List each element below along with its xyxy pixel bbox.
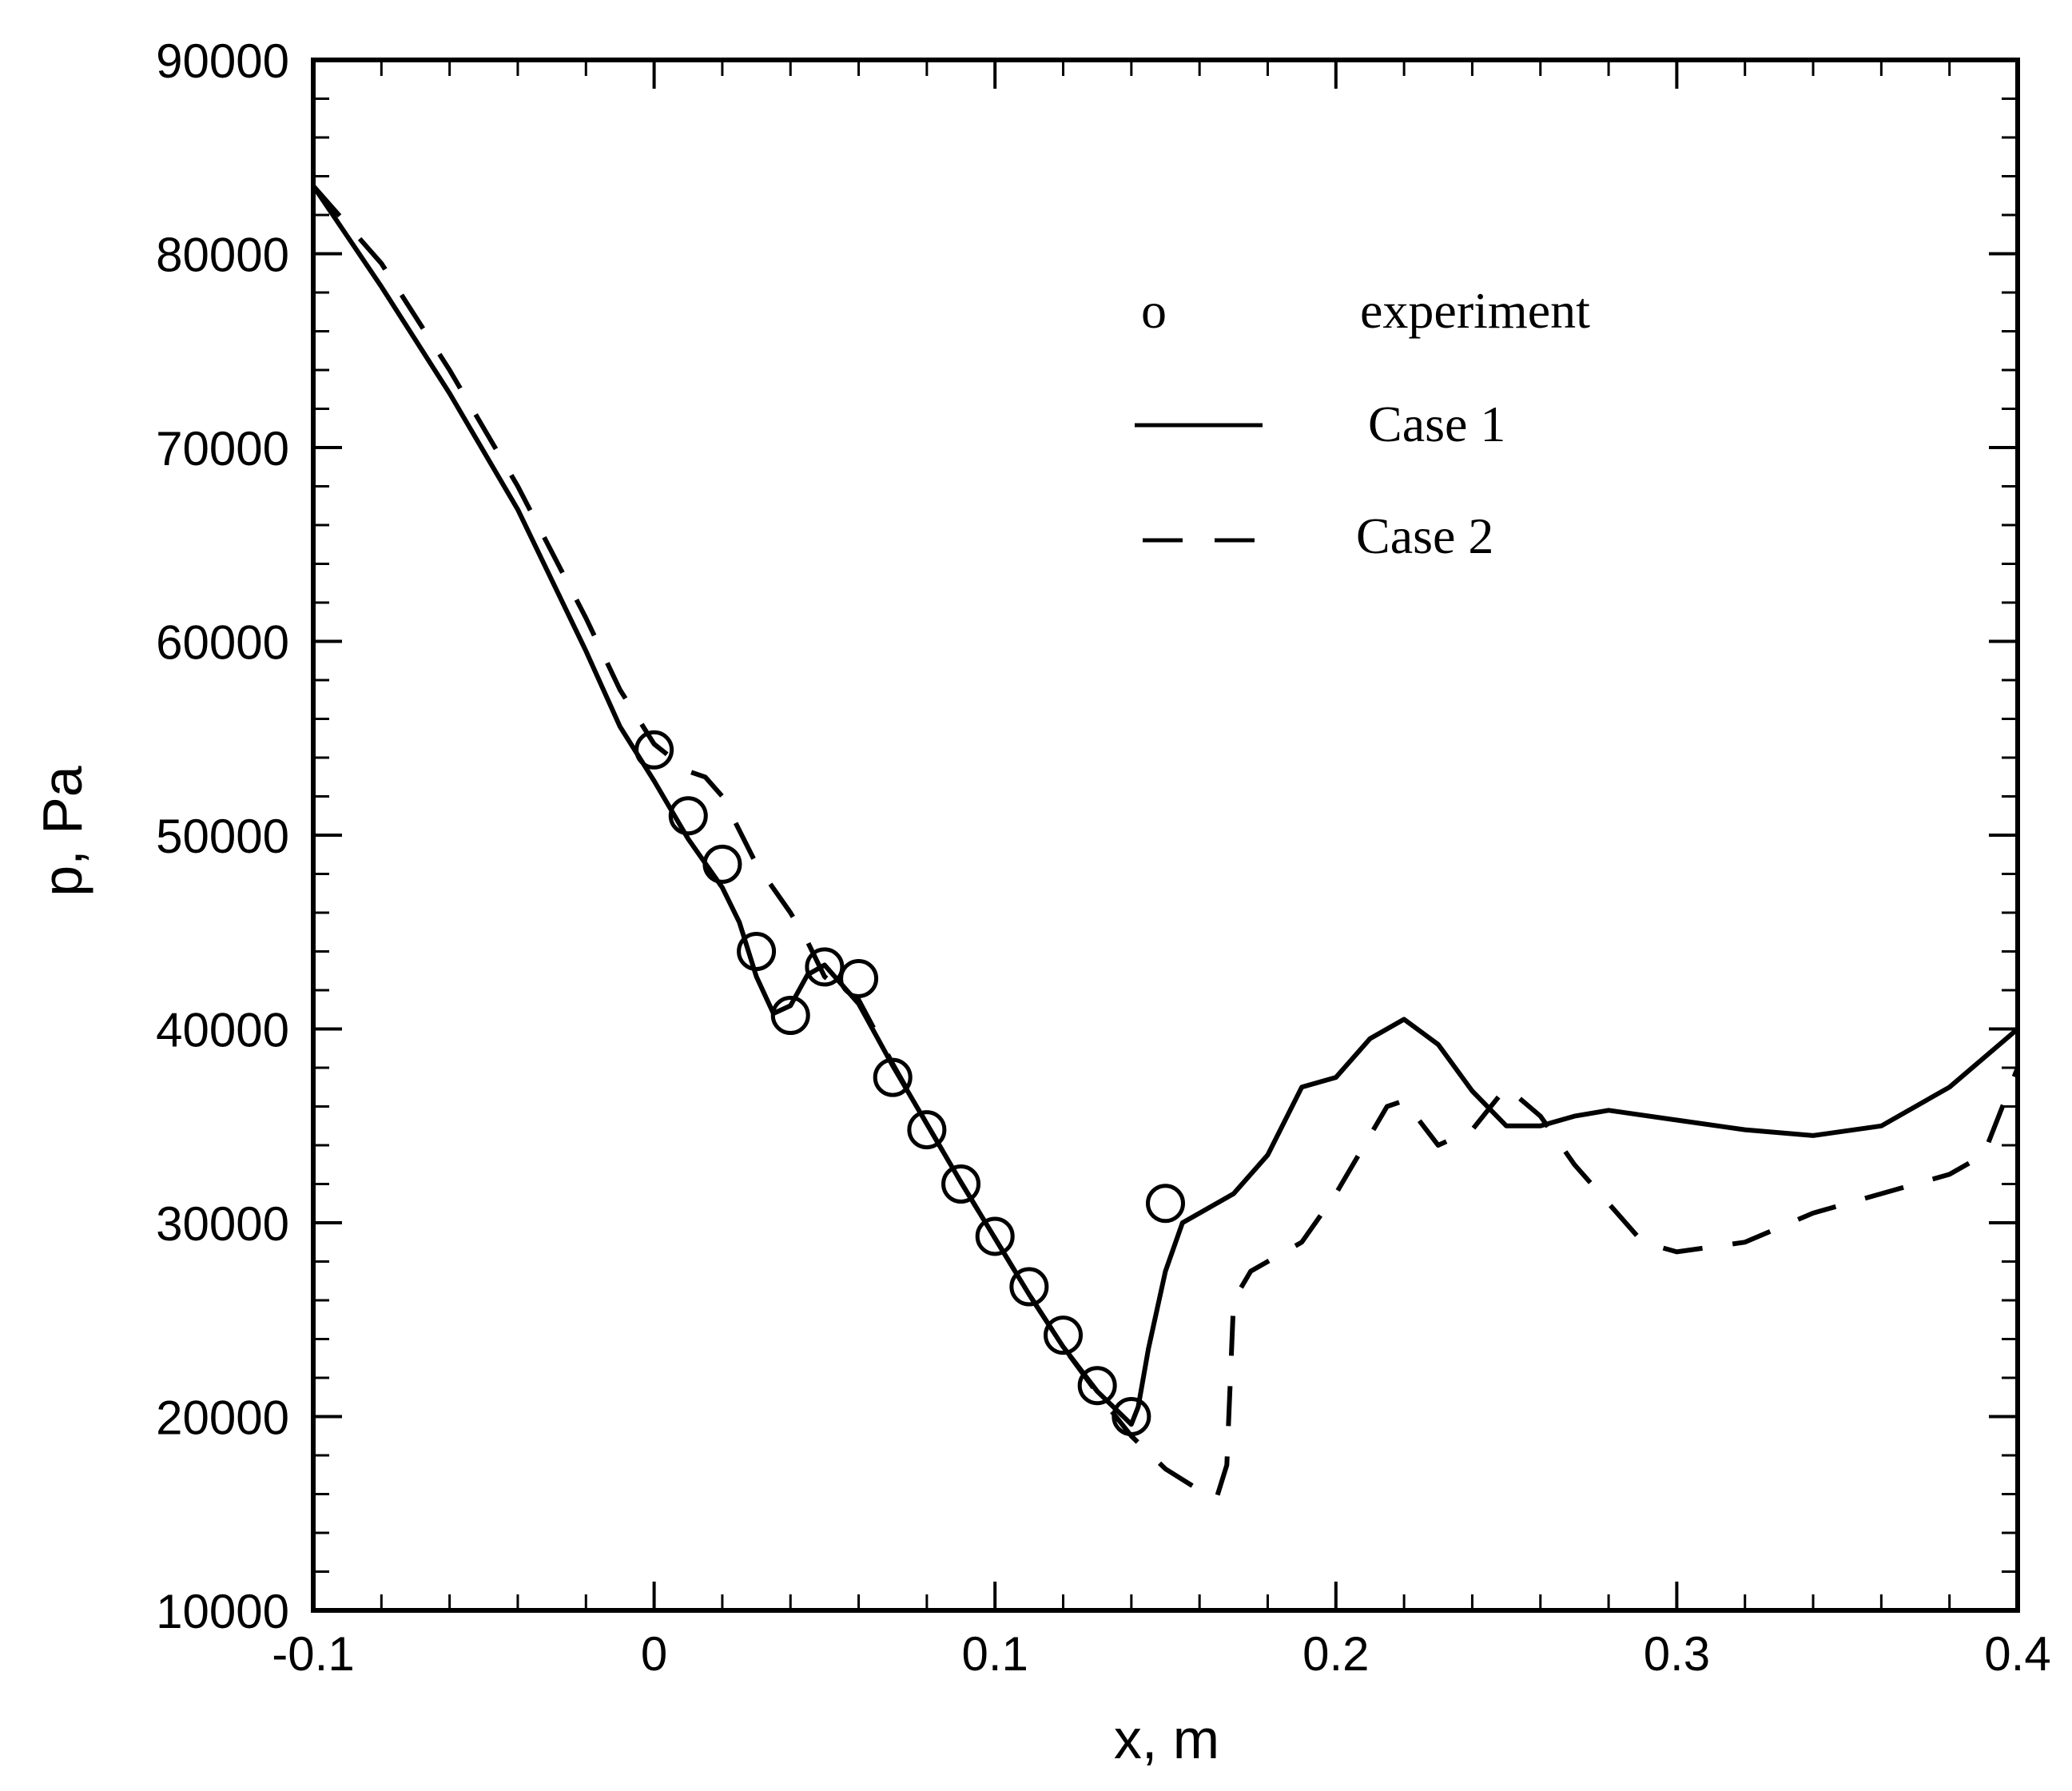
y-tick-label: 90000 (156, 34, 289, 88)
axis-ticks: -0.1 0 0.1 0.2 0.3 0.4 10000 20000 30000 40000 500… (156, 34, 2051, 1681)
y-tick-label: 80000 (156, 229, 289, 282)
experiment-point (839, 958, 879, 998)
x-tick-label: 0.4 (1984, 1627, 2050, 1681)
series-line-case-1 (311, 183, 2020, 1427)
experiment-point (873, 1057, 913, 1097)
series-line-case-2 (311, 184, 2020, 1501)
experiment-point (1077, 1366, 1117, 1406)
experiment-point (1146, 1184, 1185, 1224)
legend-label-case-2: Case 2 (1356, 507, 1493, 564)
experiment-point (737, 932, 777, 971)
experiment-point (702, 844, 742, 884)
y-tick-label: 50000 (156, 810, 289, 863)
experiment-point (805, 947, 845, 987)
y-tick-label: 10000 (156, 1585, 289, 1638)
legend-label-experiment: experiment (1360, 282, 1590, 339)
experiment-point (1009, 1267, 1049, 1307)
experiment-point (907, 1110, 947, 1150)
experiment-point (634, 730, 674, 770)
experiment-point (941, 1164, 981, 1204)
experiment-point (975, 1216, 1015, 1256)
y-tick-label: 20000 (156, 1391, 289, 1445)
x-tick-label: -0.1 (272, 1627, 354, 1681)
experiment-point (668, 796, 708, 836)
y-tick-label: 60000 (156, 616, 289, 670)
x-tick-label: 0 (641, 1627, 667, 1681)
x-tick-label: 0.3 (1644, 1627, 1710, 1681)
experiment-point (1044, 1315, 1084, 1355)
legend-marker-experiment: o (1141, 282, 1167, 339)
legend-label-case-1: Case 1 (1368, 396, 1505, 452)
markers-layer (634, 730, 1185, 1436)
experiment-point (770, 996, 810, 1036)
y-tick-label: 70000 (156, 422, 289, 476)
series-layer (311, 183, 2020, 1501)
legend: o experiment Case 1 Case 2 (1135, 282, 1590, 564)
y-tick-label: 30000 (156, 1197, 289, 1251)
x-axis-title: x, m (1114, 1708, 1219, 1770)
x-tick-label: 0.2 (1302, 1627, 1369, 1681)
x-tick-label: 0.1 (961, 1627, 1028, 1681)
y-axis-title: p, Pa (31, 766, 93, 897)
experiment-point (1112, 1397, 1151, 1436)
y-tick-label: 40000 (156, 1004, 289, 1057)
